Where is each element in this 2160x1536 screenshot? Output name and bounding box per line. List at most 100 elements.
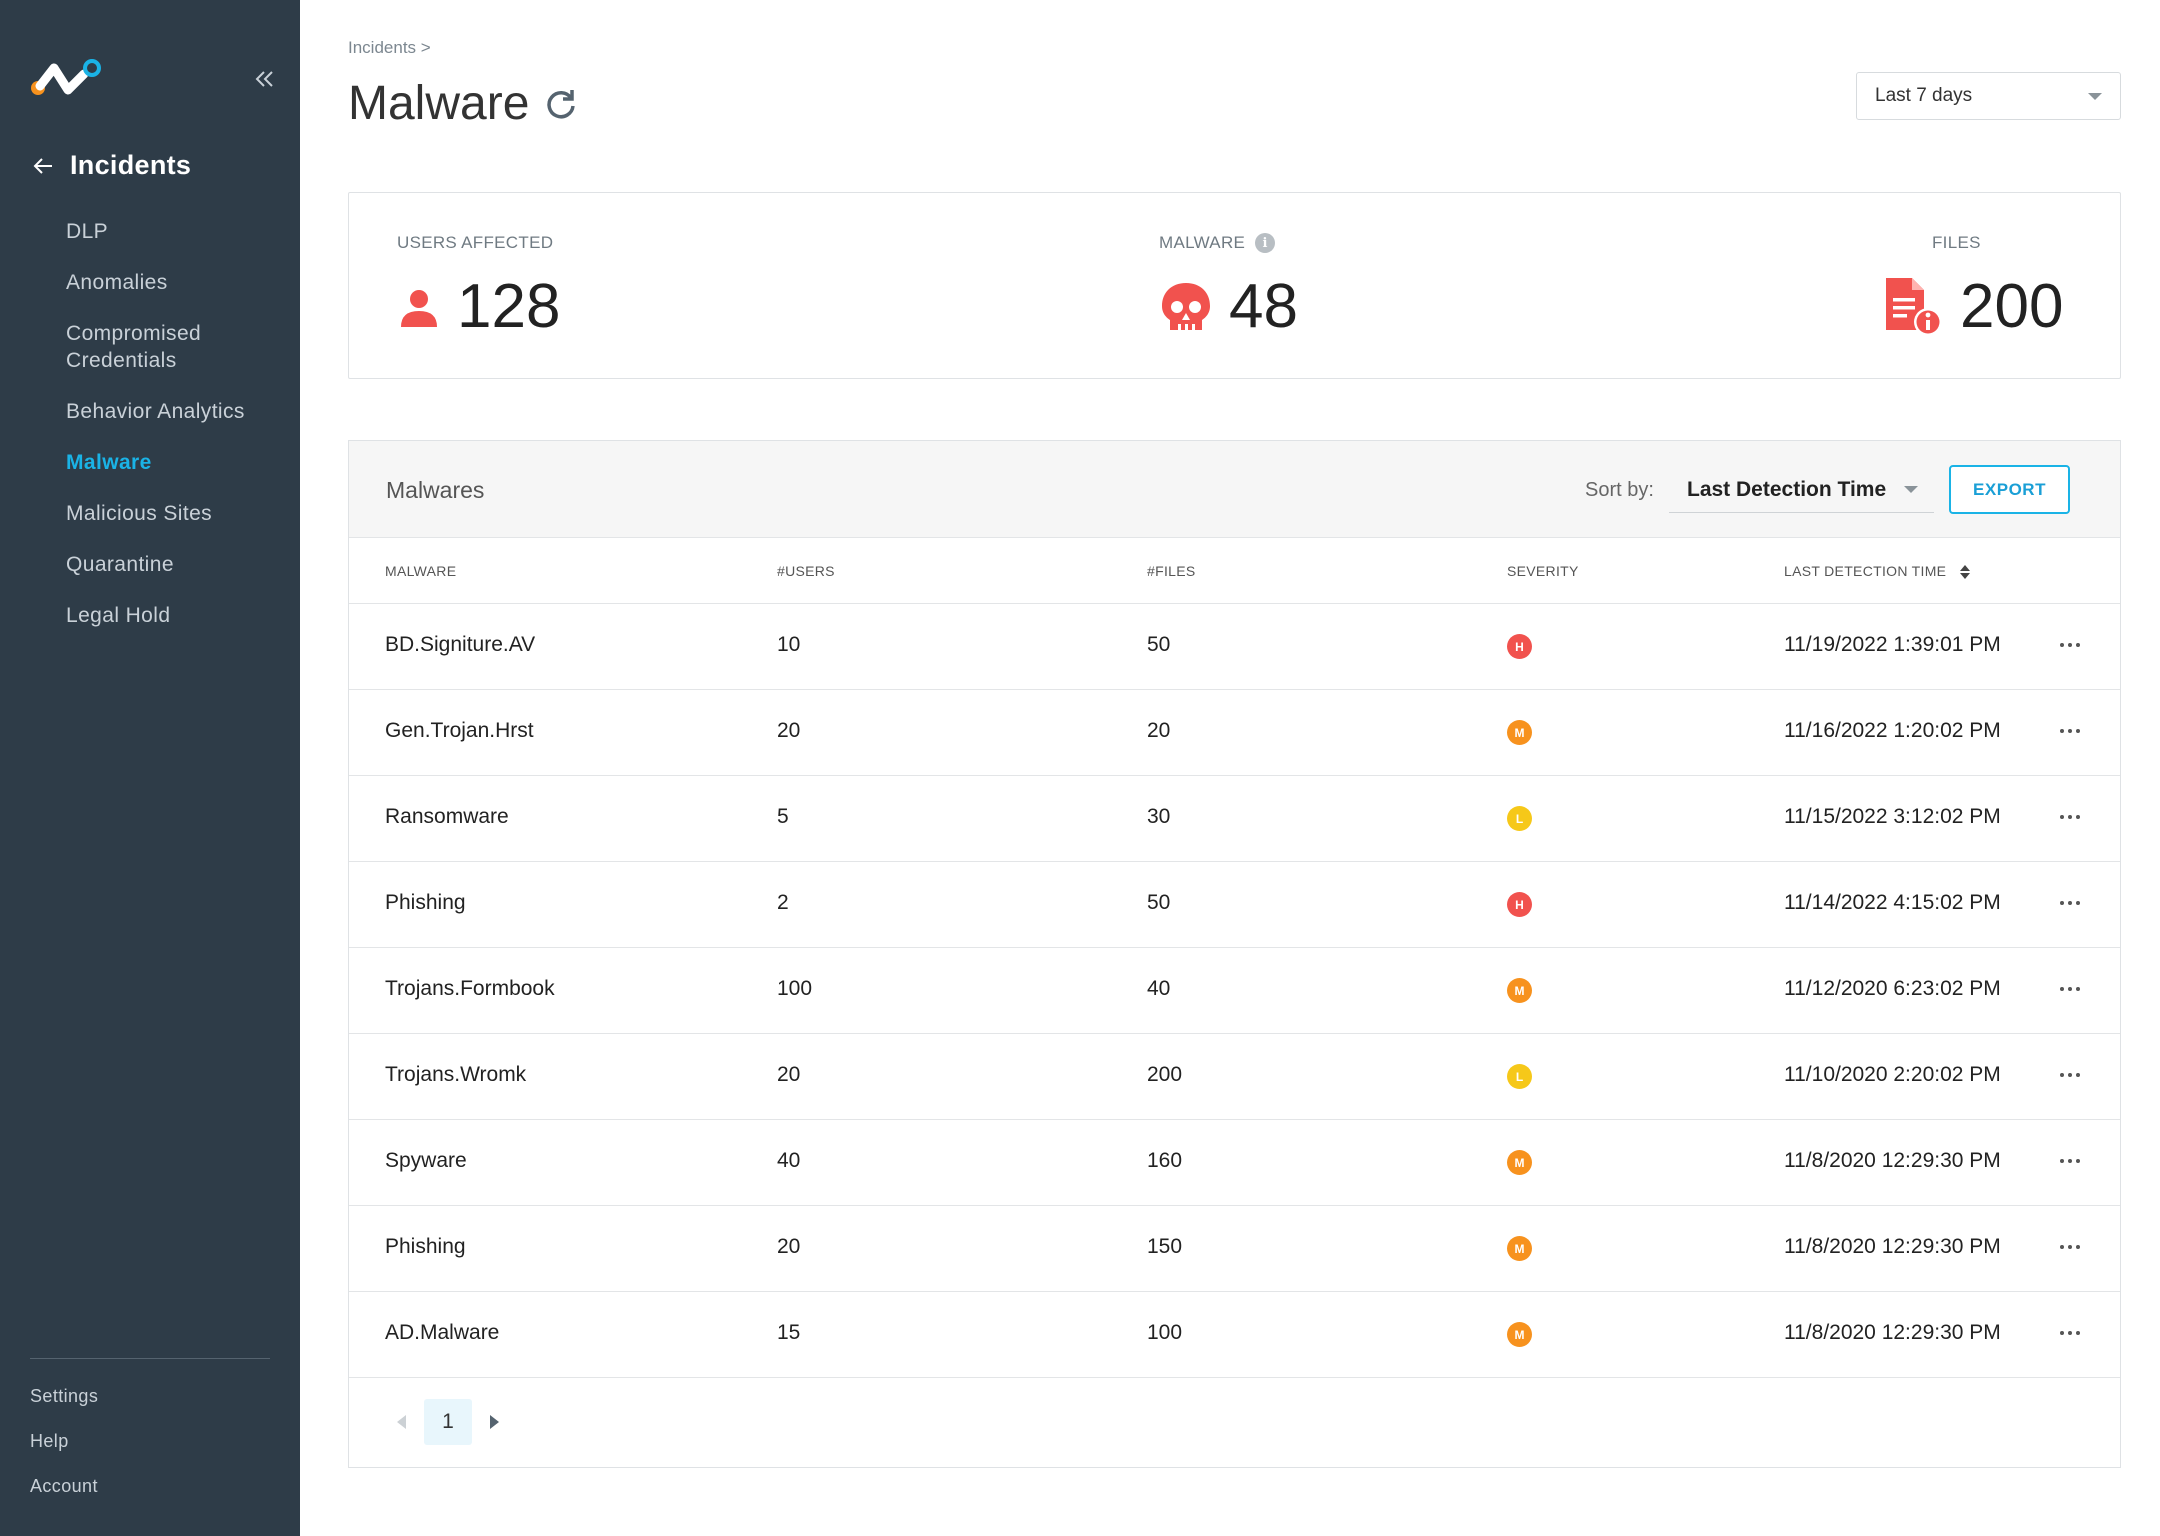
table-body: BD.Signiture.AV 10 50 H 11/19/2022 1:39:01 P…: [349, 604, 2120, 1378]
cell-malware-name[interactable]: AD.Malware: [385, 1321, 500, 1344]
cell-files: 20: [1147, 719, 1171, 742]
cell-malware-name[interactable]: Gen.Trojan.Hrst: [385, 719, 534, 742]
stats-card: USERS AFFECTED 128 MALWARE i 48: [348, 192, 2121, 379]
date-range-value: Last 7 days: [1875, 85, 1973, 106]
cell-users: 10: [777, 633, 801, 656]
table-row[interactable]: Trojans.Wromk 20 200 L 11/10/2020 2:20:02 PM: [349, 1034, 2120, 1120]
cell-users: 20: [777, 719, 801, 742]
table-row[interactable]: Phishing 20 150 M 11/8/2020 12:29:30 PM: [349, 1206, 2120, 1292]
cell-malware-name[interactable]: Phishing: [385, 1235, 466, 1258]
cell-last-detection-time: 11/8/2020 12:29:30 PM: [1784, 1149, 2001, 1172]
cell-last-detection-time: 11/12/2020 6:23:02 PM: [1784, 977, 2001, 1000]
more-horizontal-icon[interactable]: [2060, 1073, 2082, 1079]
severity-badge: M: [1507, 1150, 1532, 1175]
more-horizontal-icon[interactable]: [2060, 1331, 2082, 1337]
breadcrumb[interactable]: Incidents >: [348, 38, 431, 57]
sidebar: Incidents DLP Anomalies Compromised Cred…: [0, 0, 300, 1536]
table-row[interactable]: Spyware 40 160 M 11/8/2020 12:29:30 PM: [349, 1120, 2120, 1206]
sort-by-label: Sort by:: [1585, 479, 1654, 501]
severity-badge: M: [1507, 1236, 1532, 1261]
sidebar-item-malicious-sites[interactable]: Malicious Sites: [66, 502, 213, 525]
table-row[interactable]: Trojans.Formbook 100 40 M 11/12/2020 6:23:02…: [349, 948, 2120, 1034]
severity-badge: H: [1507, 634, 1532, 659]
sort-icon[interactable]: [1959, 564, 1971, 580]
more-horizontal-icon[interactable]: [2060, 815, 2082, 821]
column-header-malware[interactable]: MALWARE: [385, 563, 457, 579]
sidebar-settings[interactable]: Settings: [30, 1386, 99, 1406]
more-horizontal-icon[interactable]: [2060, 1159, 2082, 1165]
sidebar-item-quarantine[interactable]: Quarantine: [66, 553, 174, 576]
severity-badge: M: [1507, 720, 1532, 745]
column-header-severity[interactable]: SEVERITY: [1507, 563, 1579, 579]
stat-malware-label: MALWARE: [1159, 233, 1246, 252]
double-chevron-left-icon[interactable]: [250, 64, 280, 94]
pagination-prev-icon[interactable]: [397, 1415, 406, 1429]
refresh-icon[interactable]: [543, 86, 579, 122]
stat-files-value: 200: [1960, 272, 2064, 341]
sidebar-bottom-links: Settings Help Account: [30, 1386, 98, 1521]
cell-users: 20: [777, 1235, 801, 1258]
cell-malware-name[interactable]: Trojans.Wromk: [385, 1063, 527, 1086]
sidebar-item-anomalies[interactable]: Anomalies: [66, 271, 168, 294]
malwares-panel: Malwares Sort by: Last Detection Time EX…: [348, 440, 2121, 1468]
date-range-select[interactable]: Last 7 days: [1856, 72, 2121, 120]
chevron-down-icon: [1904, 486, 1918, 493]
back-to-incidents[interactable]: Incidents: [30, 150, 191, 181]
sidebar-divider: [30, 1358, 270, 1359]
cell-last-detection-time: 11/10/2020 2:20:02 PM: [1784, 1063, 2001, 1086]
stat-files: FILES 200: [1882, 233, 2063, 342]
cell-files: 160: [1147, 1149, 1183, 1172]
table-row[interactable]: AD.Malware 15 100 M 11/8/2020 12:29:30 PM: [349, 1292, 2120, 1378]
cell-users: 20: [777, 1063, 801, 1086]
table-row[interactable]: Phishing 2 50 H 11/14/2022 4:15:02 PM: [349, 862, 2120, 948]
more-horizontal-icon[interactable]: [2060, 987, 2082, 993]
pagination: 1: [397, 1399, 499, 1445]
cell-files: 200: [1147, 1063, 1183, 1086]
cell-users: 5: [777, 805, 789, 828]
more-horizontal-icon[interactable]: [2060, 901, 2082, 907]
sidebar-item-malware[interactable]: Malware: [66, 451, 152, 474]
user-icon: [401, 289, 437, 327]
stat-files-label: FILES: [1932, 233, 1981, 252]
sidebar-item-compromised-credentials[interactable]: Compromised Credentials: [66, 322, 202, 372]
column-header-files[interactable]: #FILES: [1147, 563, 1196, 579]
sidebar-help[interactable]: Help: [30, 1431, 69, 1451]
cell-malware-name[interactable]: Phishing: [385, 891, 466, 914]
cell-last-detection-time: 11/19/2022 1:39:01 PM: [1784, 633, 2001, 656]
column-header-last-detection[interactable]: LAST DETECTION TIME: [1784, 563, 1971, 580]
cell-malware-name[interactable]: Spyware: [385, 1149, 467, 1172]
more-horizontal-icon[interactable]: [2060, 1245, 2082, 1251]
panel-title: Malwares: [386, 477, 485, 503]
sidebar-item-legal-hold[interactable]: Legal Hold: [66, 604, 171, 627]
cell-files: 50: [1147, 633, 1171, 656]
stat-users-value: 128: [457, 272, 561, 341]
stat-malware-value: 48: [1229, 272, 1298, 341]
cell-malware-name[interactable]: Trojans.Formbook: [385, 977, 555, 1000]
column-header-users[interactable]: #USERS: [777, 563, 835, 579]
table-row[interactable]: Gen.Trojan.Hrst 20 20 M 11/16/2022 1:20:02 P…: [349, 690, 2120, 776]
more-horizontal-icon[interactable]: [2060, 643, 2082, 649]
stat-users-affected: USERS AFFECTED 128: [397, 233, 560, 342]
pagination-page[interactable]: 1: [424, 1399, 472, 1445]
table-row[interactable]: Ransomware 5 30 L 11/15/2022 3:12:02 PM: [349, 776, 2120, 862]
sidebar-item-behavior-analytics[interactable]: Behavior Analytics: [66, 400, 245, 423]
logo-icon[interactable]: [28, 56, 106, 100]
cell-malware-name[interactable]: Ransomware: [385, 805, 509, 828]
file-alert-icon: [1886, 277, 1942, 336]
sidebar-account[interactable]: Account: [30, 1476, 98, 1496]
table-row[interactable]: BD.Signiture.AV 10 50 H 11/19/2022 1:39:01 P…: [349, 604, 2120, 690]
pagination-next-icon[interactable]: [490, 1415, 499, 1429]
info-icon[interactable]: i: [1255, 233, 1276, 253]
cell-last-detection-time: 11/8/2020 12:29:30 PM: [1784, 1235, 2001, 1258]
sidebar-item-dlp[interactable]: DLP: [66, 220, 109, 243]
cell-users: 2: [777, 891, 789, 914]
cell-files: 50: [1147, 891, 1171, 914]
cell-malware-name[interactable]: BD.Signiture.AV: [385, 633, 536, 656]
cell-last-detection-time: 11/16/2022 1:20:02 PM: [1784, 719, 2001, 742]
sidebar-nav: DLP Anomalies Compromised Credentials Be…: [66, 218, 296, 653]
cell-last-detection-time: 11/15/2022 3:12:02 PM: [1784, 805, 2001, 828]
severity-badge: M: [1507, 978, 1532, 1003]
export-button[interactable]: EXPORT: [1949, 465, 2070, 514]
sort-by-select[interactable]: Last Detection Time: [1669, 467, 1934, 513]
more-horizontal-icon[interactable]: [2060, 729, 2082, 735]
